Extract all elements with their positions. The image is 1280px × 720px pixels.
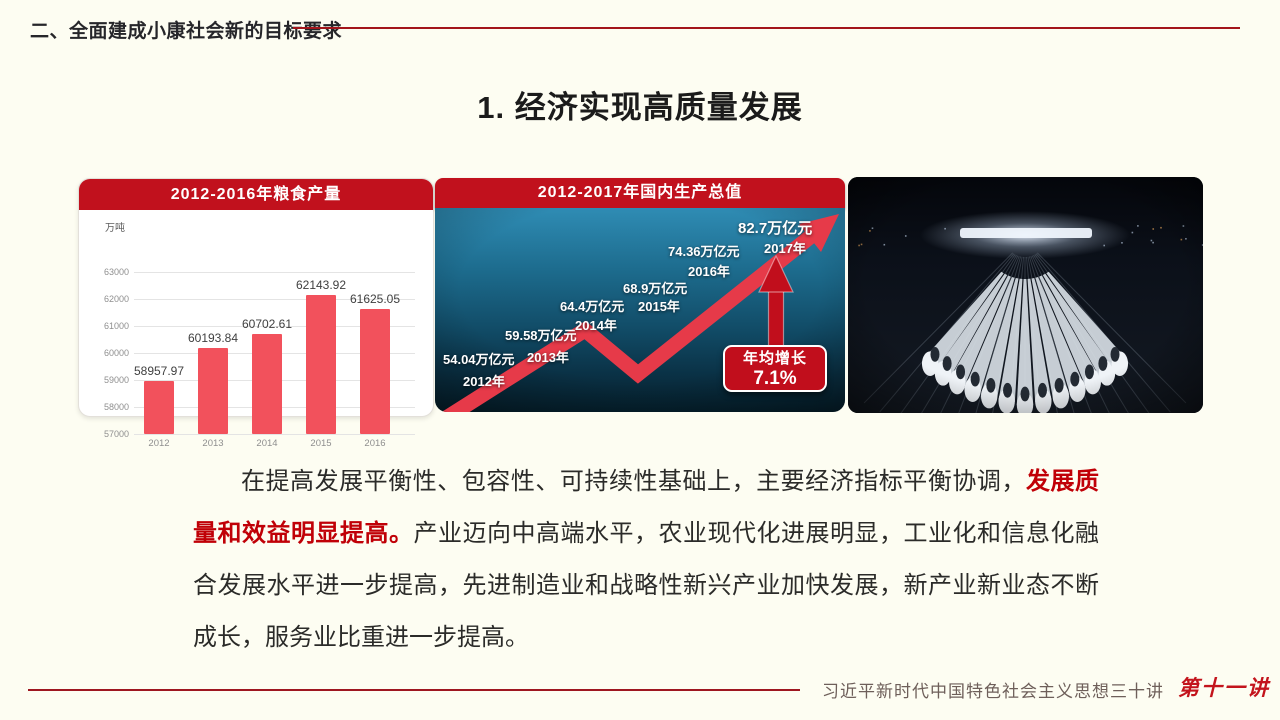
grain-chart-plot: 万吨 63000 62000 61000 60000 59000 58000 57000 58… xyxy=(79,210,433,416)
y-axis-tick-label: 57000 xyxy=(85,429,129,439)
chart-bar xyxy=(360,309,390,434)
footer-lecture-number: 第十一讲 xyxy=(1178,672,1270,702)
gdp-year-label: 2016年 xyxy=(688,261,730,280)
bar-value-label: 60193.84 xyxy=(168,331,258,345)
gdp-value-label: 64.4万亿元 xyxy=(560,296,624,315)
bar-value-label: 61625.05 xyxy=(330,292,420,306)
gdp-year-label: 2014年 xyxy=(575,315,617,334)
gdp-chart-card: 2012-2017年国内生产总值 xyxy=(435,178,845,412)
body-paragraph: 在提高发展平衡性、包容性、可持续性基础上，主要经济指标平衡协调，发展质量和效益明… xyxy=(193,456,1099,664)
chart-bar xyxy=(252,334,282,434)
y-axis-tick-label: 61000 xyxy=(85,321,129,331)
gdp-value-label: 82.7万亿元 xyxy=(738,217,812,238)
y-axis-tick-label: 62000 xyxy=(85,294,129,304)
paragraph-part1: 在提高发展平衡性、包容性、可持续性基础上，主要经济指标平衡协调， xyxy=(241,468,1026,495)
chart-bar xyxy=(198,348,228,434)
y-axis-tick-label: 60000 xyxy=(85,348,129,358)
footer-series-title: 习近平新时代中国特色社会主义思想三十讲 xyxy=(822,677,1164,702)
gdp-chart-plot: 年均增长 7.1% 54.04万亿元 2012年 59.58万亿元 2013年 64.4… xyxy=(435,208,845,412)
x-axis-tick-label: 2013 xyxy=(191,438,235,449)
y-axis-tick-label: 63000 xyxy=(85,267,129,277)
bar-value-label: 58957.97 xyxy=(114,364,204,378)
chart-bar xyxy=(144,381,174,434)
slide-section-title: 二、全面建成小康社会新的目标要求 xyxy=(30,16,342,43)
gdp-year-label: 2015年 xyxy=(638,296,680,315)
header-divider-line xyxy=(293,27,1240,29)
badge-caption: 年均增长 xyxy=(725,349,825,369)
chart-bar xyxy=(306,295,336,434)
average-growth-badge: 年均增长 7.1% xyxy=(723,345,827,392)
page-title: 1. 经济实现高质量发展 xyxy=(0,82,1280,127)
x-axis-tick-label: 2012 xyxy=(137,438,181,449)
gdp-value-label: 74.36万亿元 xyxy=(668,241,740,260)
grain-chart-card: 2012-2016年粮食产量 万吨 63000 62000 61000 60000 59… xyxy=(78,178,434,417)
bar-value-label: 60702.61 xyxy=(222,317,312,331)
gdp-year-label: 2017年 xyxy=(764,238,806,257)
gdp-value-label: 59.58万亿元 xyxy=(505,325,577,344)
gridline xyxy=(134,434,415,435)
gridline xyxy=(134,272,415,273)
gdp-year-label: 2013年 xyxy=(527,347,569,366)
hsr-trains-photo xyxy=(848,177,1203,413)
x-axis-tick-label: 2014 xyxy=(245,438,289,449)
y-axis-tick-label: 58000 xyxy=(85,402,129,412)
gdp-value-label: 54.04万亿元 xyxy=(443,349,515,368)
bar-value-label: 62143.92 xyxy=(276,278,366,292)
hsr-trains-graphic xyxy=(848,177,1203,413)
gdp-year-label: 2012年 xyxy=(463,371,505,390)
footer-divider-line xyxy=(28,689,800,691)
x-axis-tick-label: 2016 xyxy=(353,438,397,449)
gdp-chart-title: 2012-2017年国内生产总值 xyxy=(435,178,845,208)
x-axis-tick-label: 2015 xyxy=(299,438,343,449)
grain-chart-title: 2012-2016年粮食产量 xyxy=(79,179,433,210)
gdp-value-label: 68.9万亿元 xyxy=(623,278,687,297)
y-axis-unit-label: 万吨 xyxy=(105,219,125,234)
badge-value: 7.1% xyxy=(725,369,825,389)
